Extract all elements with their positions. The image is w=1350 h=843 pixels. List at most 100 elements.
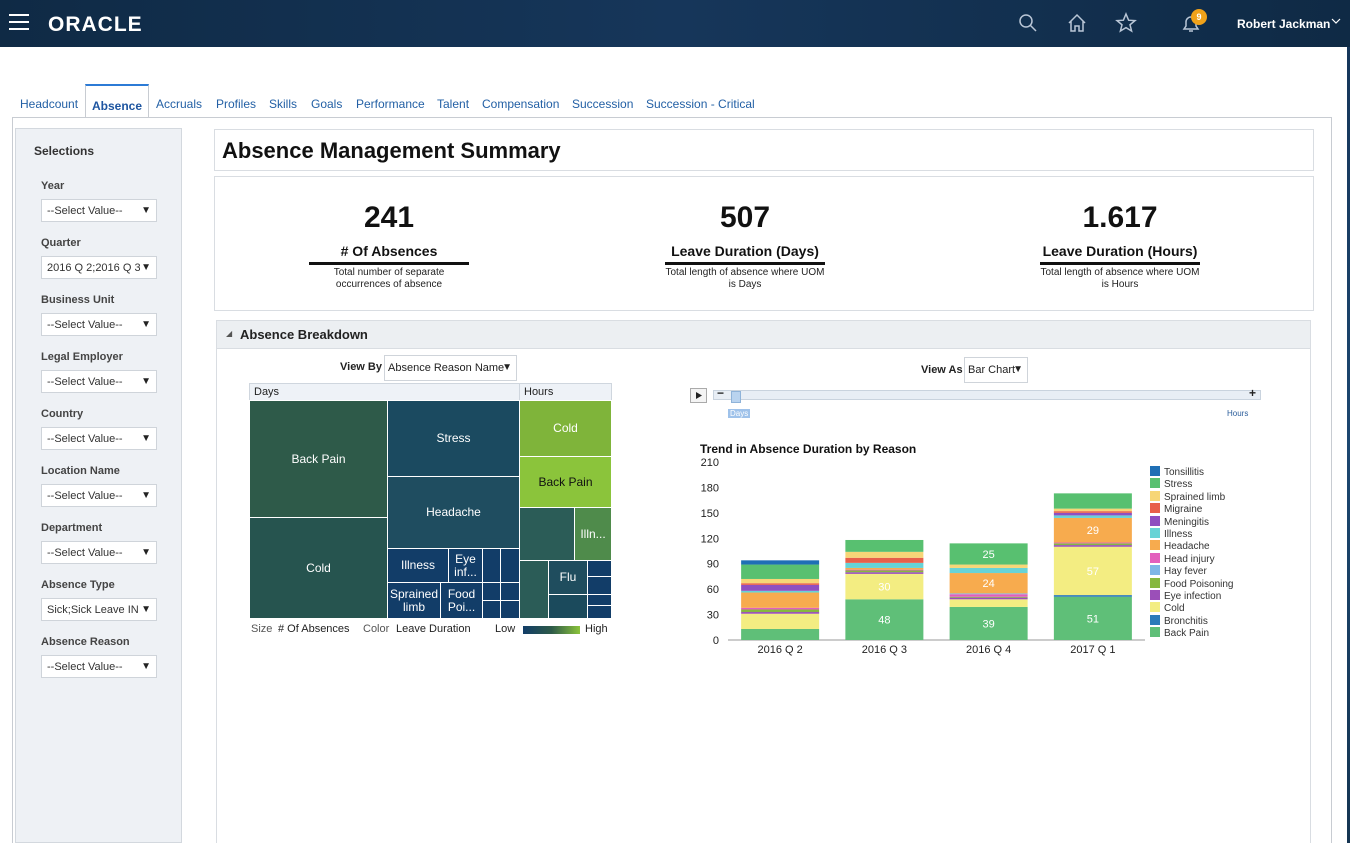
- bar-segment: [949, 564, 1028, 568]
- legend-item[interactable]: Bronchitis: [1150, 614, 1208, 627]
- bar-segment: [845, 539, 924, 552]
- legend-item[interactable]: Headache: [1150, 540, 1210, 552]
- filter-absence-reason-value: --Select Value--: [47, 661, 123, 673]
- legend-item[interactable]: Hay fever: [1150, 565, 1207, 577]
- bar-segment: [1053, 543, 1132, 546]
- legend-label: Illness: [1164, 529, 1193, 540]
- treemap-cell[interactable]: Flu: [548, 560, 588, 595]
- view-by-label: View By: [340, 361, 382, 373]
- legend-item[interactable]: Cold: [1150, 602, 1185, 614]
- treemap-cell[interactable]: Cold: [249, 517, 388, 619]
- treemap-cell-small[interactable]: [519, 560, 549, 619]
- treemap-cell-small[interactable]: [587, 560, 612, 577]
- home-icon[interactable]: [1066, 12, 1088, 34]
- tab-skills[interactable]: Skills: [269, 97, 298, 111]
- treemap-cell-small[interactable]: [500, 548, 520, 583]
- filter-absence-reason[interactable]: --Select Value-- ▼: [41, 655, 157, 678]
- play-button[interactable]: [690, 388, 707, 403]
- legend-label: Food Poisoning: [1164, 578, 1234, 590]
- legend-item[interactable]: Stress: [1150, 478, 1192, 490]
- bar-segment: [949, 593, 1028, 595]
- tab-succession[interactable]: Succession: [572, 97, 634, 111]
- filter-country[interactable]: --Select Value-- ▼: [41, 427, 157, 450]
- chevron-down-icon[interactable]: [1330, 15, 1342, 27]
- slider-right-label: Hours: [1227, 409, 1249, 418]
- slider-minus[interactable]: −: [717, 386, 725, 400]
- treemap-cell-small[interactable]: [587, 605, 612, 619]
- legend-item[interactable]: Sprained limb: [1150, 490, 1225, 503]
- bar-segment: [845, 557, 924, 563]
- treemap-cell-small[interactable]: [519, 507, 575, 561]
- legend-item[interactable]: Migraine: [1150, 503, 1202, 515]
- view-by-select[interactable]: Absence Reason Name ▼: [384, 355, 517, 381]
- search-icon[interactable]: [1017, 12, 1039, 34]
- filter-location-value: --Select Value--: [47, 490, 123, 502]
- treemap-cell-small[interactable]: [482, 582, 501, 601]
- tab-compensation[interactable]: Compensation: [482, 97, 560, 111]
- tab-profiles[interactable]: Profiles: [216, 97, 257, 111]
- filter-absence-type[interactable]: Sick;Sick Leave IN ▼: [41, 598, 157, 621]
- treemap-cell-small[interactable]: [482, 548, 501, 583]
- filter-legal-employer-value: --Select Value--: [47, 376, 123, 388]
- tab-divider: [12, 117, 1332, 118]
- tab-goals[interactable]: Goals: [311, 97, 343, 111]
- menu-icon[interactable]: [9, 14, 29, 32]
- legend-item[interactable]: Head injury: [1150, 552, 1215, 565]
- play-icon: [696, 392, 702, 399]
- slider-plus[interactable]: +: [1249, 386, 1257, 400]
- dropdown-arrow-icon: ▼: [141, 547, 151, 558]
- treemap-cell-small[interactable]: [482, 600, 501, 619]
- treemap-cell-small[interactable]: [500, 600, 520, 619]
- treemap-cell-small[interactable]: [548, 594, 588, 619]
- view-as-select[interactable]: Bar Chart ▼: [964, 357, 1028, 383]
- breakdown-header[interactable]: ◢ Absence Breakdown: [217, 321, 1310, 349]
- bar-segment: [741, 609, 820, 613]
- filter-department[interactable]: --Select Value-- ▼: [41, 541, 157, 564]
- star-icon[interactable]: [1115, 12, 1137, 34]
- tab-headcount[interactable]: Headcount: [20, 97, 79, 111]
- color-value: Leave Duration: [396, 623, 471, 635]
- legend-label: Migraine: [1164, 504, 1203, 516]
- legend-label: Hay fever: [1164, 566, 1207, 578]
- slider-track[interactable]: [713, 390, 1261, 400]
- treemap-cell[interactable]: Illn...: [574, 507, 612, 561]
- filter-year[interactable]: --Select Value-- ▼: [41, 199, 157, 222]
- bar-segment: [1053, 512, 1132, 516]
- tab-performance[interactable]: Performance: [356, 97, 425, 111]
- treemap-cell[interactable]: Sprained limb: [387, 582, 441, 619]
- treemap-cell[interactable]: Back Pain: [249, 400, 388, 518]
- collapse-triangle-icon[interactable]: ◢: [226, 329, 233, 338]
- treemap-cell[interactable]: Stress: [387, 400, 520, 477]
- treemap-cell[interactable]: Illness: [387, 548, 449, 583]
- tab-absence[interactable]: Absence: [85, 84, 149, 118]
- legend-label: Back Pain: [1164, 628, 1210, 640]
- legend-item[interactable]: Illness: [1150, 528, 1192, 540]
- treemap-cell[interactable]: Food Poi...: [440, 582, 483, 619]
- user-name[interactable]: Robert Jackman: [1237, 17, 1331, 31]
- tab-talent[interactable]: Talent: [437, 97, 470, 111]
- tab-accruals[interactable]: Accruals: [156, 97, 203, 111]
- page-title-box: Absence Management Summary: [214, 129, 1314, 171]
- treemap-cell[interactable]: Cold: [519, 400, 612, 457]
- slider-handle[interactable]: [731, 391, 741, 403]
- legend-label: Stress: [1164, 479, 1193, 491]
- legend-item[interactable]: Tonsillitis: [1150, 466, 1204, 478]
- legend-item[interactable]: Eye infection: [1150, 590, 1221, 602]
- filter-country-value: --Select Value--: [47, 433, 123, 445]
- treemap-cell-small[interactable]: [587, 576, 612, 595]
- treemap-cell[interactable]: Headache: [387, 476, 520, 549]
- filter-location[interactable]: --Select Value-- ▼: [41, 484, 157, 507]
- filter-business-unit[interactable]: --Select Value-- ▼: [41, 313, 157, 336]
- filter-quarter[interactable]: 2016 Q 2;2016 Q 3 ▼: [41, 256, 157, 279]
- legend-swatch: [1150, 528, 1160, 538]
- legend-item[interactable]: Back Pain: [1150, 627, 1209, 639]
- treemap-cell-small[interactable]: [500, 582, 520, 601]
- data-label: 29: [1087, 525, 1099, 537]
- treemap-cell[interactable]: Back Pain: [519, 456, 612, 508]
- legend-item[interactable]: Meningitis: [1150, 515, 1209, 528]
- filter-label-business-unit: Business Unit: [41, 294, 115, 306]
- filter-legal-employer[interactable]: --Select Value-- ▼: [41, 370, 157, 393]
- treemap-cell[interactable]: Eye inf...: [448, 548, 483, 583]
- legend-item[interactable]: Food Poisoning: [1150, 577, 1234, 590]
- tab-succession-critical[interactable]: Succession - Critical: [646, 97, 755, 111]
